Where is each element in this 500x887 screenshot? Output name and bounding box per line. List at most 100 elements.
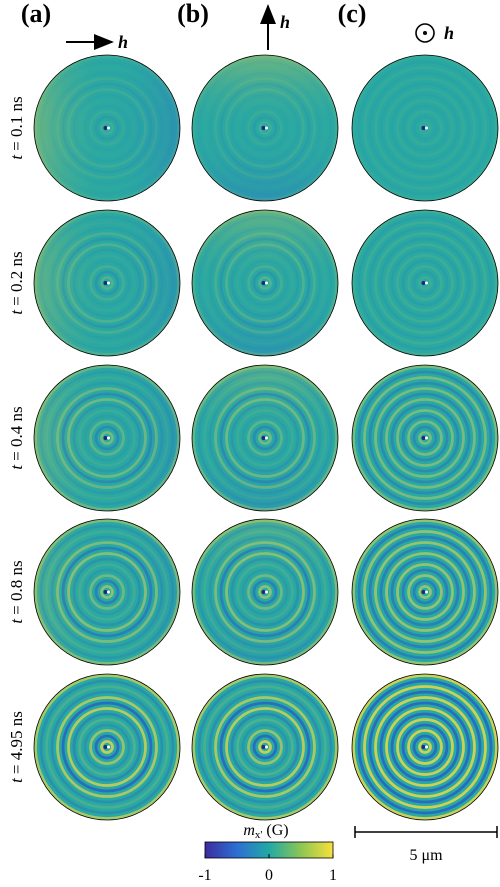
- disk-ring: [357, 215, 493, 351]
- disk-ring: [412, 734, 438, 760]
- disk-panel: [34, 210, 180, 356]
- disk-ring: [368, 71, 482, 185]
- core-light: [107, 436, 110, 440]
- disk-panel: [34, 55, 180, 201]
- disk-ring: [56, 696, 158, 798]
- disk-ring: [390, 712, 460, 782]
- disk-ring: [50, 381, 164, 495]
- field-out-of-plane-dot: [423, 31, 427, 35]
- disk-ring: [252, 734, 278, 760]
- disk-ring: [192, 519, 338, 665]
- disk-outline: [191, 364, 339, 512]
- disk-ring: [357, 60, 493, 196]
- disk-ring: [390, 93, 460, 163]
- disk-ring: [56, 232, 158, 334]
- disk-ring: [363, 376, 487, 500]
- disk-ring: [225, 88, 305, 168]
- disk-ring: [352, 365, 498, 511]
- time-symbol: t: [7, 154, 26, 160]
- disk-ring: [385, 88, 465, 168]
- time-value: = 0.4 ns: [7, 406, 26, 460]
- disk-ring: [252, 115, 278, 141]
- time-symbol: t: [7, 777, 26, 783]
- core-light: [265, 281, 268, 285]
- disk-ring: [374, 541, 476, 643]
- disk-outline: [33, 673, 181, 821]
- disk-panel: [192, 55, 338, 201]
- disk-ring: [78, 409, 136, 467]
- disk-ring: [203, 376, 327, 500]
- disk-ring: [214, 387, 316, 489]
- disk-ring: [197, 215, 333, 351]
- disk-ring: [390, 403, 460, 473]
- disk-ring: [219, 701, 311, 793]
- disk-ring: [401, 568, 449, 616]
- time-label: t = 0.8 ns: [7, 560, 26, 623]
- disk-ring: [208, 690, 322, 804]
- disk-ring: [50, 535, 164, 649]
- time-label: t = 0.4 ns: [7, 406, 26, 469]
- disk-ring: [401, 414, 449, 462]
- disk-ring: [83, 723, 131, 771]
- disk-ring: [72, 403, 142, 473]
- disk-ring: [192, 674, 338, 820]
- disk-ring: [56, 77, 158, 179]
- disk-ring: [407, 729, 443, 765]
- disk-ring: [225, 243, 305, 323]
- disk-ring: [78, 254, 136, 312]
- disk-ring: [390, 557, 460, 627]
- disk-ring: [100, 585, 114, 599]
- disk-ring: [34, 519, 180, 665]
- disk-ring: [252, 270, 278, 296]
- disk-ring: [396, 409, 454, 467]
- disk-ring: [236, 254, 294, 312]
- disk-ring: [258, 431, 272, 445]
- core-dark: [421, 281, 426, 285]
- disk-ring: [374, 696, 476, 798]
- disk-outline: [191, 209, 339, 357]
- disk-ring: [412, 270, 438, 296]
- disk-ring: [401, 259, 449, 307]
- disk-ring: [258, 585, 272, 599]
- core-light: [265, 590, 268, 594]
- disk-outline: [191, 518, 339, 666]
- disk-ring: [94, 734, 120, 760]
- core-dark: [103, 436, 108, 440]
- disk-ring: [374, 232, 476, 334]
- disk-ring: [61, 82, 153, 174]
- disk-ring: [247, 420, 283, 456]
- core-light: [107, 126, 110, 130]
- disk-ring: [241, 568, 289, 616]
- disk-ring: [412, 579, 438, 605]
- disk-ring: [258, 121, 272, 135]
- disk-ring: [39, 215, 175, 351]
- disk-ring: [352, 210, 498, 356]
- disk-ring: [407, 110, 443, 146]
- core-light: [265, 436, 268, 440]
- disk-ring: [67, 398, 147, 478]
- disk-ring: [368, 226, 482, 340]
- disk-outline: [33, 54, 181, 202]
- disk-ring: [100, 276, 114, 290]
- disk-panel: [192, 519, 338, 665]
- core-light: [425, 590, 428, 594]
- disk-panel: [192, 674, 338, 820]
- disk-ring: [208, 71, 322, 185]
- disk-ring: [100, 121, 114, 135]
- core-dark: [421, 745, 426, 749]
- row-labels: t = 0.1 ns t = 0.2 ns t = 0.4 ns t = 0.8 ns t = 4…: [7, 96, 26, 782]
- disk-outline: [33, 209, 181, 357]
- disk-ring: [78, 718, 136, 776]
- core-light: [107, 745, 110, 749]
- disk-ring: [197, 679, 333, 815]
- core-light: [425, 436, 428, 440]
- colorbar-subscript: x': [255, 829, 263, 841]
- disk-ring: [45, 530, 169, 654]
- panel-header: (a): [21, 0, 51, 28]
- disk-ring: [379, 392, 471, 484]
- disk-outline: [351, 364, 499, 512]
- disk-panel: [352, 674, 498, 820]
- disk-ring: [357, 524, 493, 660]
- core-dark: [103, 745, 108, 749]
